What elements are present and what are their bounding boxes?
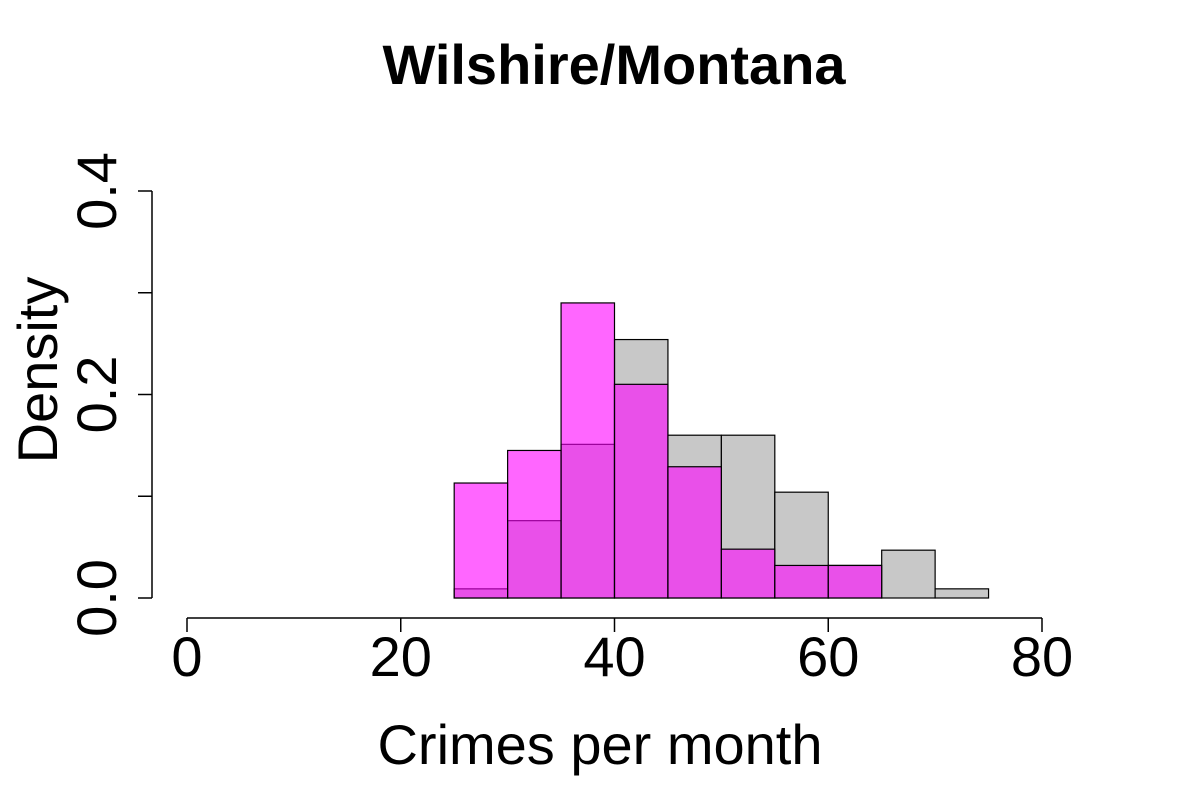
x-tick-label-3: 60 [797,625,859,688]
x-tick-label-1: 20 [370,625,432,688]
bar-series-1-bin-5 [453,482,509,599]
bar-series-1-bin-6 [507,449,562,599]
x-axis: 0 20 40 60 80 [171,617,1073,688]
bar-series-1-bin-7 [560,302,616,599]
chart-title: Wilshire/Montana [382,33,846,96]
bar-series-1-bin-10 [720,548,776,599]
bar-series-1-bin-9 [667,466,722,599]
x-tick-label-0: 0 [171,625,202,688]
y-axis: 0.0 0.2 0.4 [65,152,153,637]
y-tick-label-4: 0.4 [65,152,128,230]
y-tick-label-2: 0.2 [65,356,128,434]
y-axis-title: Density [6,277,69,464]
x-tick-label-4: 80 [1011,625,1073,688]
bar-series-1-bin-11 [774,564,829,599]
bar-series-0-bin-14 [934,588,990,599]
bar-series-1-bin-8 [613,383,669,599]
x-tick-label-2: 40 [583,625,645,688]
bar-series-1-bin-12 [827,564,883,599]
y-tick-label-0: 0.0 [65,559,128,637]
bar-series-0-bin-13 [881,549,936,599]
x-axis-title: Crimes per month [377,713,822,776]
bars-layer [453,302,990,599]
